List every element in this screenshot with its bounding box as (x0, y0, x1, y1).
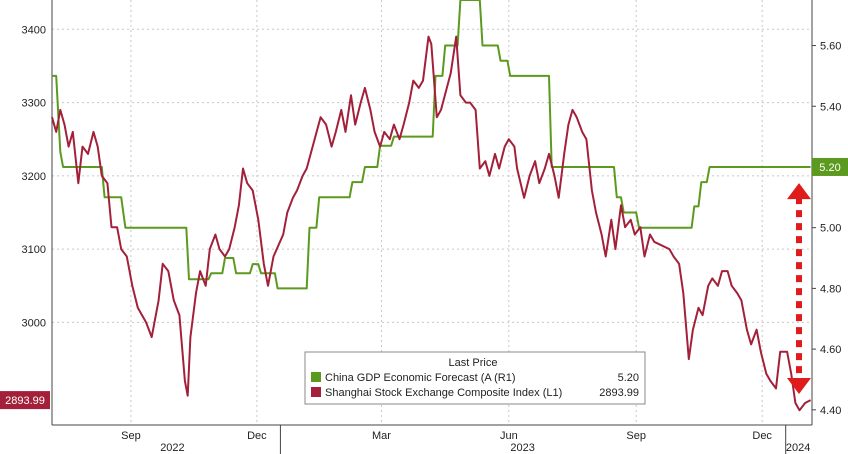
y-right-tick-label: 4.60 (820, 344, 841, 356)
legend-swatch (311, 372, 321, 382)
x-month-tick-label: Mar (372, 430, 391, 442)
series (51, 0, 812, 412)
y-right-tick-label: 4.40 (820, 405, 841, 417)
left-last-price-label: 2893.99 (5, 395, 45, 407)
x-month-tick-label: Sep (626, 430, 646, 442)
y-left-tick-label: 3400 (22, 24, 46, 36)
annotation-arrow (787, 183, 811, 395)
gdp-forecast-line (52, 0, 811, 290)
legend-entry-value: 5.20 (618, 372, 639, 384)
legend-box (304, 351, 646, 405)
legend-entry-label: China GDP Economic Forecast (A (R1) (325, 372, 516, 384)
legend-entry-value: 2893.99 (599, 387, 639, 399)
x-month-tick-label: Dec (247, 430, 267, 442)
x-year-tick-label: 2023 (510, 442, 534, 454)
legend-heading: Last Price (449, 357, 498, 369)
right-last-price-badge (812, 157, 848, 176)
y-right-tick-label: 5.40 (820, 101, 841, 113)
y-right-tick-label: 5.00 (820, 223, 841, 235)
x-year-tick-label: 2022 (160, 442, 184, 454)
y-left-tick-label: 3100 (22, 244, 46, 256)
right-last-price-label: 5.20 (819, 162, 840, 174)
x-month-tick-label: Sep (121, 430, 141, 442)
shanghai-index-line (51, 35, 812, 412)
y-left-tick-label: 3200 (22, 171, 46, 183)
legend: Last Price China GDP Economic Forecast (A… (304, 351, 646, 405)
annotation-arrow-head-up (787, 183, 811, 200)
annotation-arrow-head-down (787, 378, 811, 395)
x-month-tick-label: Dec (752, 430, 772, 442)
legend-entry-label: Shanghai Stock Exchange Composite Index … (325, 387, 562, 399)
y-right-tick-label: 4.80 (820, 283, 841, 295)
y-left-tick-label: 3300 (22, 98, 46, 110)
legend-swatch (311, 387, 321, 397)
y-left-tick-label: 3000 (22, 317, 46, 329)
x-month-tick-label: Jun (500, 430, 518, 442)
x-year-tick-label: 2024 (786, 442, 810, 454)
left-last-price-badge (0, 391, 50, 410)
y-right-tick-label: 5.60 (820, 41, 841, 53)
